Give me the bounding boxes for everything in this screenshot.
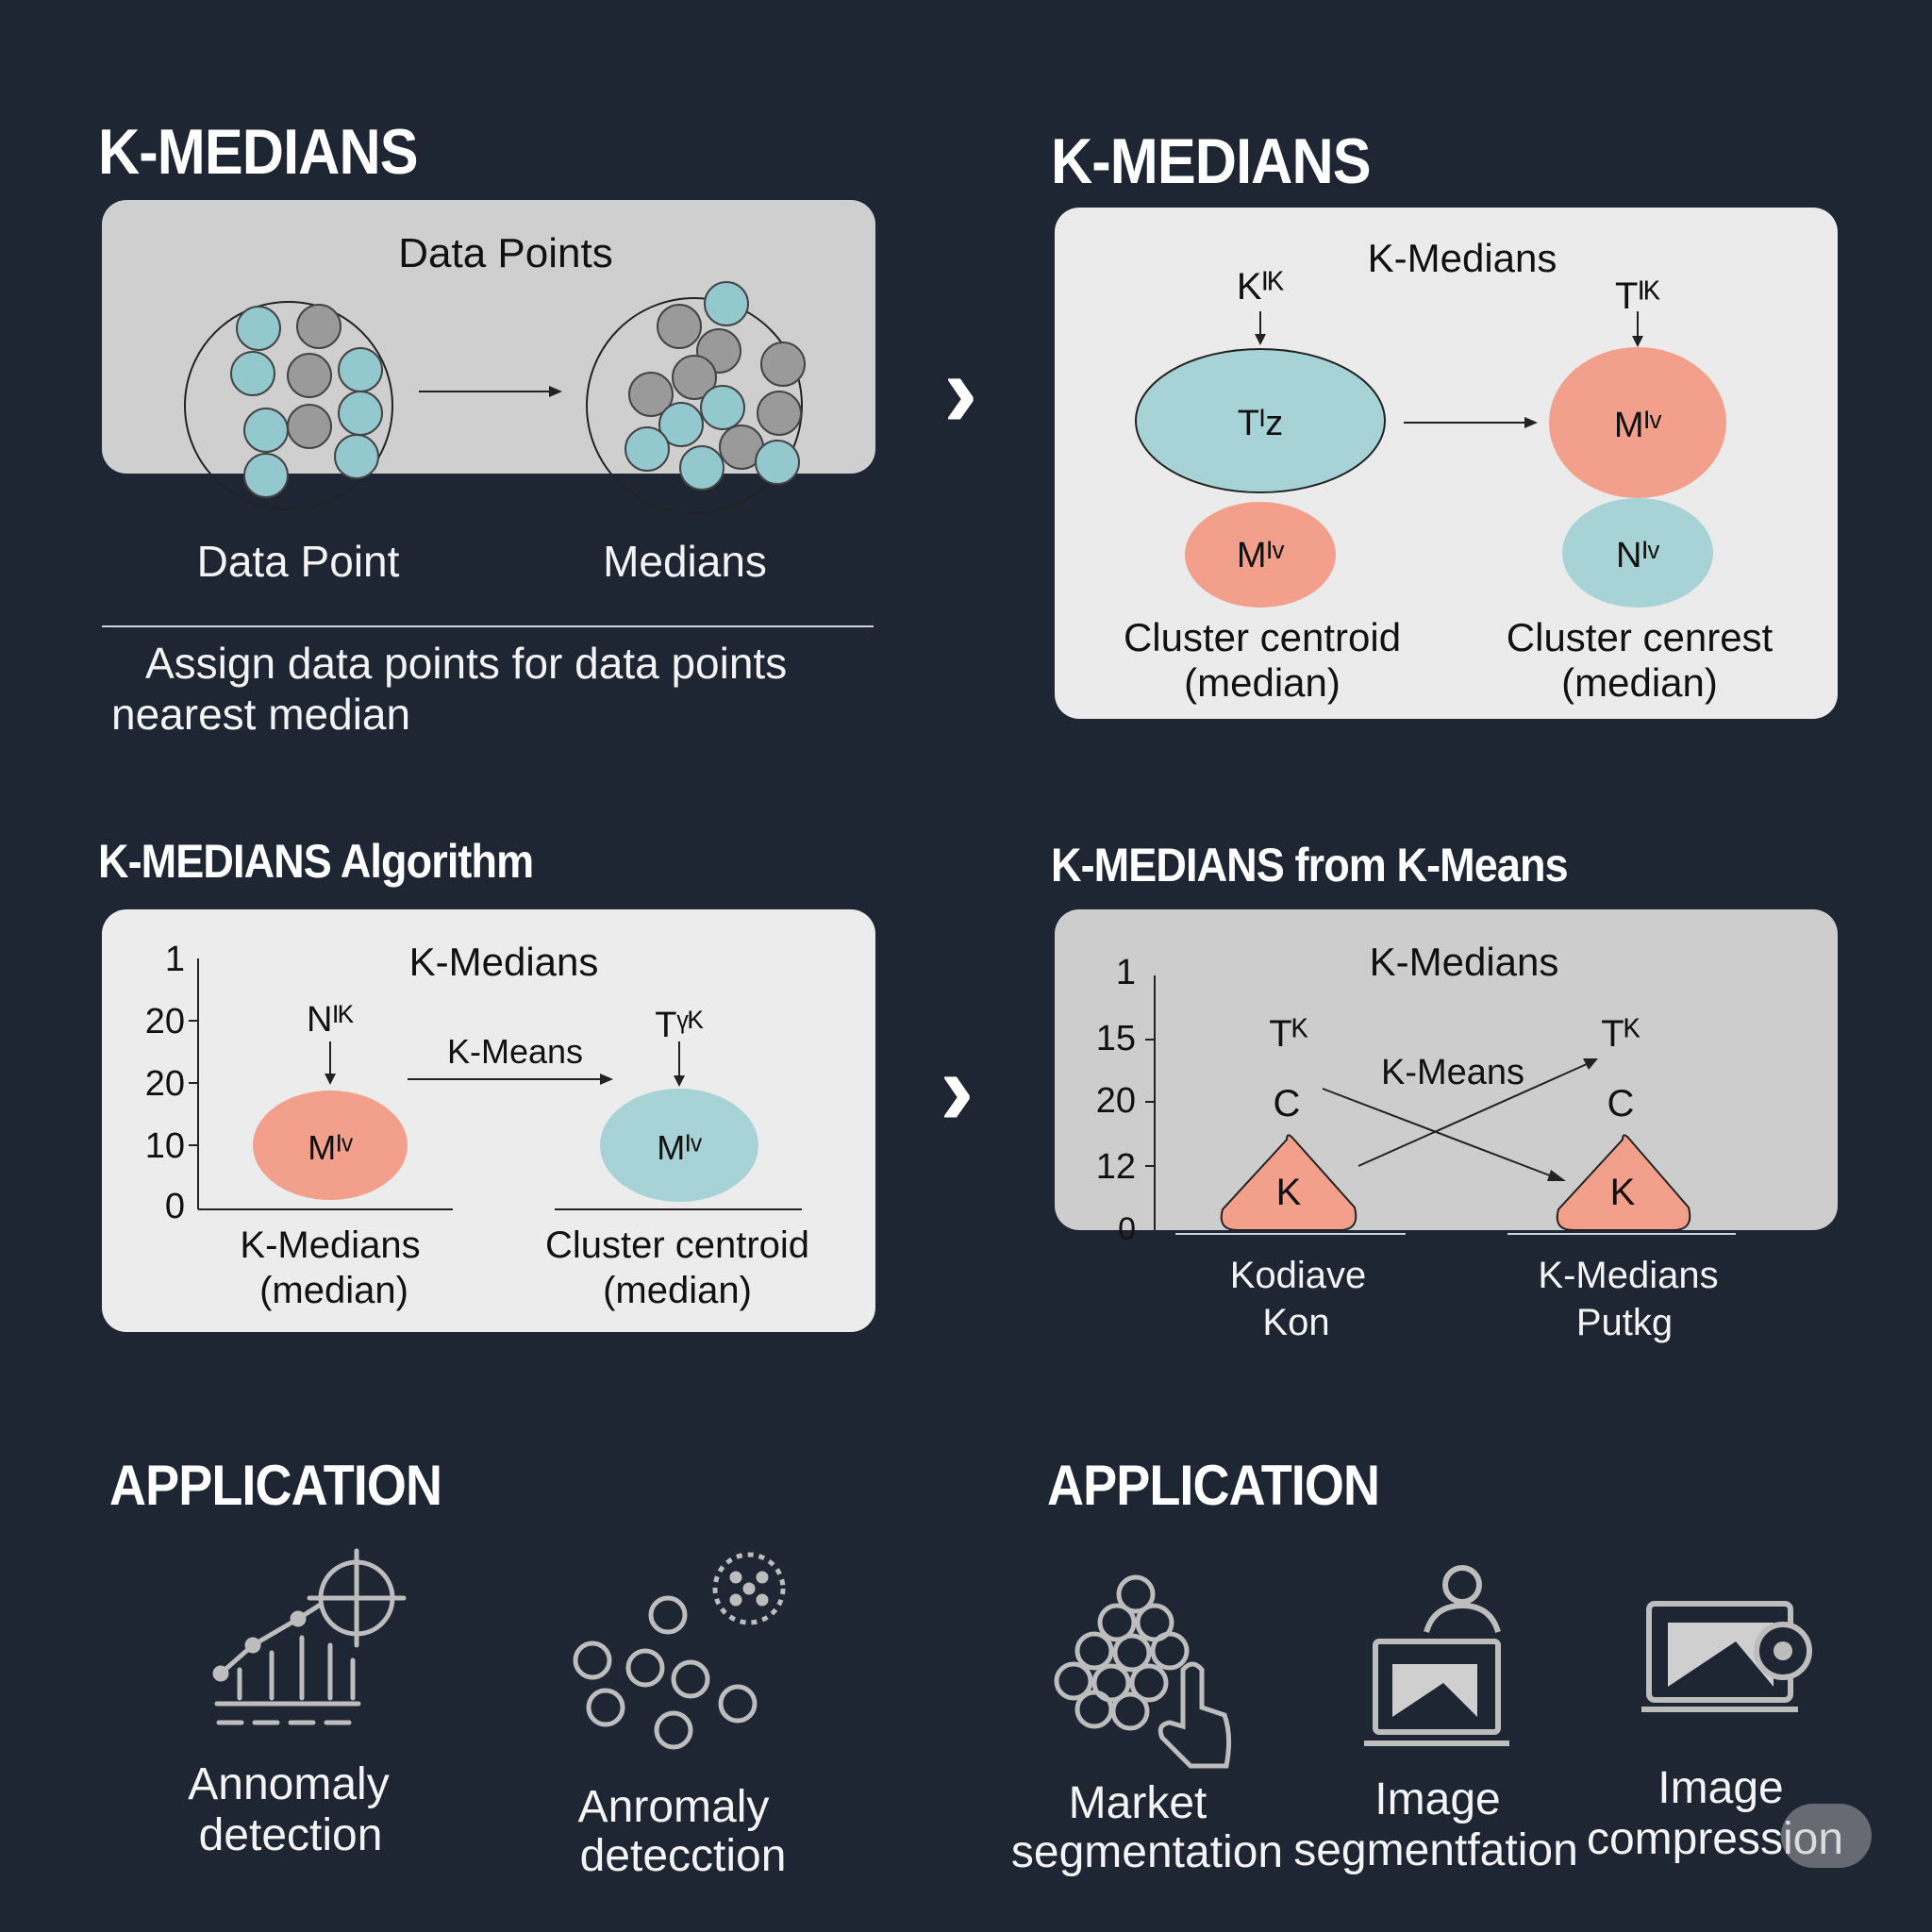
applications-left-heading: APPLICATION [109,1454,442,1517]
panel1-description-line2: nearest median [111,690,411,739]
application-right-2-line1: Image [1374,1774,1501,1824]
panel3-y-tick-4: 0 [164,1187,185,1226]
corner-badge [1781,1804,1872,1868]
panel3-right-caption-line2: (median) [603,1270,752,1311]
panel3-left-ellipse-label: Mᴵᵛ [308,1128,353,1167]
right-cluster-points [625,281,806,491]
panel2-right-big-ellipse [1549,347,1726,498]
panel2-heading: K-MEDIANS [1051,125,1372,197]
panel4-right-caption-line1: K-Medians [1538,1255,1719,1296]
panel2-left-caption-line2: (median) [1184,660,1341,705]
panel3-right-ellipse [600,1089,758,1202]
panel2-title: K-Medians [1367,236,1557,280]
panel4-y-tick-1: 15 [1095,1019,1136,1058]
application-left-1-line1: Annomaly [188,1759,390,1809]
grouped-circles-hand-icon [1054,1574,1232,1769]
person-laptop-image-icon [1364,1565,1509,1746]
panel2-left-small-ellipse [1185,502,1336,608]
next-chevron-icon: › [943,333,978,449]
panel4-right-top-label: Tᴷ [1601,1013,1641,1055]
panel3-heading: K-MEDIANS Algorithm [98,835,534,888]
panel4-y-tick-3: 12 [1095,1147,1136,1187]
panel3-right-top-label: Tᵞᴷ [655,1006,704,1045]
panel2-left-big-ellipse [1135,348,1386,493]
image-compression-icon [1641,1601,1812,1712]
panel2-left-top-label: Kᴵᴷ [1236,266,1285,308]
application-right-1-line2: segmentation [1010,1827,1284,1877]
panel3-left-ellipse [253,1091,408,1200]
panel3-title: K-Medians [408,940,599,984]
panel3-right-ellipse-label: Mᴵᵛ [657,1128,702,1167]
panel2-right-top-label: Tᴵᴷ [1614,275,1661,317]
panel4-left-caption-line2: Kon [1262,1302,1330,1343]
panel4-y-tick-4: 0 [1118,1211,1136,1247]
panel3-y-tick-3: 10 [144,1126,185,1166]
panel3-y-tick-0: 1 [164,940,185,979]
panel3-left-top-label: Nᴵᴷ [307,1000,354,1040]
scattered-circles-icon [573,1552,786,1750]
application-right-2-line2: segmentfation [1293,1825,1578,1875]
left-cluster-points [230,304,383,498]
panel1-description-line1: Assign data points for data points [145,639,788,688]
panel4-right-mid-label: C [1607,1083,1635,1124]
panel4-y-tick-2: 20 [1095,1081,1136,1121]
panel3-left-caption-line2: (median) [259,1270,408,1311]
next-chevron-icon-2: › [940,1031,974,1147]
panel4-box [1055,909,1838,1230]
application-left-2-line1: Anromaly [577,1782,770,1832]
panel4-left-triangle [1220,1134,1357,1231]
panel3-y-tick-1: 20 [144,1002,185,1041]
right-cluster-outline [586,297,803,514]
panel4-y-tick-0: 1 [1115,953,1136,992]
panel3-arrow-label: K-Means [446,1032,584,1071]
panel3-y-tick-2: 20 [144,1064,185,1104]
panel4-left-top-label: Tᴷ [1269,1013,1308,1055]
panel2-left-small-label: Mᴵᵛ [1236,536,1285,575]
application-right-3-line1: Image [1657,1763,1784,1813]
application-right-3-line2: compression [1586,1814,1844,1864]
panel4-heading: K-MEDIANS from K-Means [1051,839,1569,891]
panel4-right-caption-line2: Putkg [1575,1302,1674,1343]
panel4-arrow-label: K-Means [1380,1053,1525,1092]
panel2-right-small-ellipse [1562,498,1713,608]
panel4-right-triangle-label: K [1609,1172,1636,1213]
panel2-right-big-label: Mᴵᵛ [1613,406,1662,445]
panel1-left-label: Data Point [196,537,400,586]
panel2-right-small-label: Nᴵᵛ [1616,536,1659,575]
application-left-2-line2: detecction [579,1831,787,1881]
panel4-left-caption-line1: Kodiave [1229,1255,1367,1296]
panel2-right-caption-line2: (median) [1561,660,1718,705]
left-cluster-outline [184,301,393,510]
panel2-left-caption-line1: Cluster centroid [1123,615,1402,659]
application-left-1-line2: detection [198,1810,383,1860]
panel1-heading: K-MEDIANS [98,116,419,188]
panel4-title: K-Medians [1369,940,1559,984]
panel4-left-triangle-label: K [1275,1172,1302,1213]
chart-target-icon [212,1548,407,1725]
panel2-left-big-label: Tᴵᴢ [1237,404,1284,443]
panel4-left-mid-label: C [1273,1083,1301,1124]
application-right-1-line1: Market [1068,1778,1208,1828]
applications-right-heading: APPLICATION [1047,1454,1380,1517]
panel1-title: Data Points [398,230,613,276]
panel1-right-label: Medians [603,537,767,586]
panel4-right-triangle [1556,1134,1691,1231]
panel3-right-caption-line1: Cluster centroid [544,1224,810,1266]
panel3-left-caption-line1: K-Medians [240,1224,421,1266]
panel2-right-caption-line1: Cluster cenrest [1506,615,1774,659]
